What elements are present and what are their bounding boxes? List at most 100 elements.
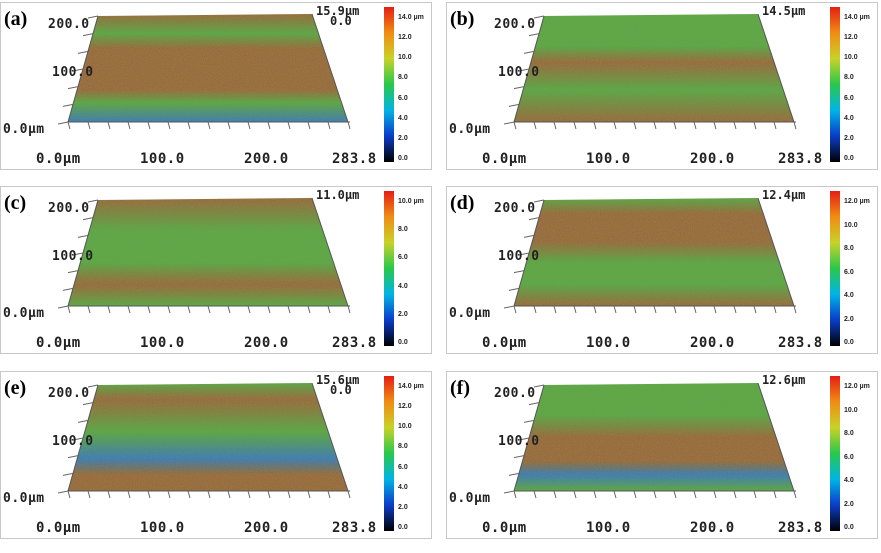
colorbar-tick-label: 12.0 µm — [844, 198, 870, 205]
x-tick-mark — [773, 305, 777, 314]
x-tick-mark — [247, 121, 251, 130]
y-tick-mark — [528, 402, 540, 406]
x-tick-mark — [553, 490, 557, 499]
y-tick-mark — [518, 437, 530, 441]
z-axis-line — [757, 382, 795, 492]
x-tick-label: 100.0 — [140, 335, 185, 351]
surface-plot — [503, 197, 797, 314]
x-tick-mark — [573, 305, 577, 314]
colorbar-tick-label: 4.0 — [844, 292, 854, 299]
y-tick-mark — [72, 68, 84, 72]
x-tick-mark — [107, 490, 111, 499]
x-tick-mark — [187, 121, 191, 130]
y-tick-label: 0.0µm — [3, 122, 45, 137]
panel-label: (a) — [4, 8, 28, 30]
x-tick-mark — [593, 121, 597, 130]
x-tick-mark — [167, 121, 171, 130]
x-tick-label: 283.8 — [778, 151, 823, 167]
colorbar-tick-label: 4.0 — [844, 114, 854, 122]
x-tick-label: 0.0µm — [482, 520, 527, 536]
z-max-label: 12.6µm — [762, 373, 806, 387]
x-tick-mark — [693, 121, 697, 130]
colorbar-tick-label: 2.0 — [398, 310, 408, 318]
colorbar-tick-label: 0.0 — [398, 524, 408, 531]
x-tick-mark — [247, 490, 251, 499]
x-tick-mark — [227, 121, 231, 130]
x-tick-mark — [713, 490, 717, 499]
x-tick-label: 0.0µm — [482, 151, 527, 167]
colorbar — [384, 7, 394, 162]
colorbar-tick-label: 4.0 — [844, 477, 854, 484]
y-tick-label: 200.0 — [494, 201, 536, 216]
x-tick-mark — [347, 490, 351, 499]
x-tick-mark — [513, 121, 517, 130]
y-tick-mark — [62, 103, 74, 107]
z-max-label: 15.9µm — [316, 4, 360, 18]
y-tick-mark — [533, 199, 545, 203]
y-tick-label: 200.0 — [48, 386, 90, 401]
z-axis-line — [311, 197, 349, 307]
z-max-label: 12.4µm — [762, 188, 806, 202]
y-tick-mark — [62, 472, 74, 476]
z-max-label: 14.5µm — [762, 4, 806, 18]
colorbar-tick-label: 8.0 — [844, 245, 854, 252]
x-tick-mark — [653, 305, 657, 314]
y-tick-mark — [82, 33, 94, 37]
x-tick-mark — [207, 121, 211, 130]
y-tick-mark — [523, 419, 535, 423]
x-tick-mark — [67, 490, 71, 499]
x-tick-label: 200.0 — [690, 335, 735, 351]
surface-plot — [57, 13, 351, 130]
x-tick-mark — [287, 490, 291, 499]
panel-label: (b) — [450, 8, 475, 30]
y-tick-mark — [57, 121, 69, 125]
colorbar — [830, 7, 840, 162]
y-tick-mark — [82, 217, 94, 221]
colorbar-tick-label: 6.0 — [844, 94, 854, 102]
colorbar-tick-label: 2.0 — [844, 500, 854, 508]
surface-panel-1: (a) 200.0 100.0 0.0µm 0.0µm 100.0 200.0 283.8 15… — [0, 2, 432, 170]
colorbar-tick-label: 0.0 — [398, 155, 408, 162]
x-tick-mark — [187, 305, 191, 314]
colorbar-tick-label: 2.0 — [398, 134, 408, 142]
y-tick-mark — [67, 86, 79, 90]
x-tick-label: 200.0 — [244, 335, 289, 351]
y-tick-mark — [513, 86, 525, 90]
x-tick-mark — [733, 490, 737, 499]
y-tick-mark — [77, 50, 89, 54]
x-tick-mark — [793, 490, 797, 499]
colorbar-tick-label: 8.0 — [398, 74, 408, 82]
x-tick-mark — [327, 121, 331, 130]
x-tick-mark — [633, 121, 637, 130]
surface-mesh — [68, 14, 348, 122]
surface-panel-3: (c) 200.0 100.0 0.0µm 0.0µm 100.0 200.0 283.8 11… — [0, 186, 432, 354]
colorbar — [830, 376, 840, 531]
x-tick-mark — [613, 121, 617, 130]
x-tick-label: 100.0 — [586, 335, 631, 351]
surface-plot — [503, 382, 797, 499]
x-tick-mark — [67, 121, 71, 130]
x-tick-mark — [227, 305, 231, 314]
y-tick-mark — [528, 217, 540, 221]
y-tick-mark — [523, 50, 535, 54]
x-tick-label: 0.0µm — [36, 520, 81, 536]
colorbar-tick-label: 6.0 — [844, 268, 854, 276]
x-tick-mark — [673, 121, 677, 130]
colorbar-tick-label: 12.0 — [398, 403, 412, 411]
x-tick-mark — [513, 490, 517, 499]
x-tick-mark — [127, 121, 131, 130]
surface-plot — [57, 197, 351, 314]
x-tick-mark — [347, 121, 351, 130]
x-tick-mark — [533, 121, 537, 130]
y-tick-mark — [508, 472, 520, 476]
x-tick-mark — [127, 490, 131, 499]
x-tick-mark — [653, 121, 657, 130]
colorbar-tick-label: 4.0 — [398, 114, 408, 122]
colorbar-tick-label: 6.0 — [398, 463, 408, 471]
y-tick-label: 100.0 — [498, 249, 540, 264]
x-tick-mark — [107, 121, 111, 130]
x-tick-mark — [267, 305, 271, 314]
z-axis-line — [757, 13, 795, 123]
x-tick-mark — [693, 305, 697, 314]
surface-mesh — [68, 198, 348, 306]
